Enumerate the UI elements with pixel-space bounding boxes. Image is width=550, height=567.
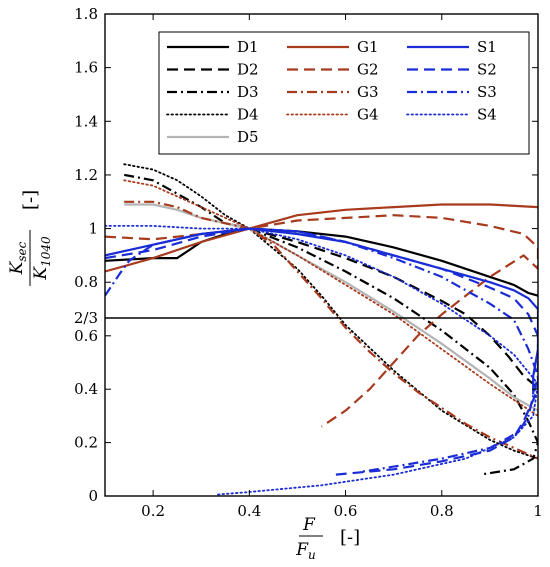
- legend-label-g2: G2: [357, 61, 379, 79]
- y-tick-label: 1.6: [74, 59, 98, 77]
- y-label-numerator-sub: sec: [15, 241, 29, 261]
- x-tick-label: 0.2: [141, 502, 165, 520]
- y-tick-label: 1.2: [74, 166, 98, 184]
- legend-label-d3: D3: [237, 83, 259, 101]
- series-line-s2: [105, 227, 538, 476]
- svg-text:K1040: K1040: [31, 236, 53, 281]
- y-axis-label: Ksec K1040 [-]: [7, 190, 53, 286]
- series-line-s4: [105, 225, 538, 496]
- y-tick-label: 0.6: [74, 327, 98, 345]
- x-label-denominator: F: [295, 540, 309, 560]
- svg-text:Fu: Fu: [295, 540, 316, 562]
- legend-label-g4: G4: [357, 106, 379, 124]
- y-label-numerator: K: [7, 260, 27, 275]
- legend-label-s2: S2: [477, 61, 497, 79]
- y-tick-label: 2/3: [74, 309, 98, 327]
- x-tick-label: 0.8: [430, 502, 454, 520]
- y-tick-label: 1: [88, 220, 98, 238]
- tick-layer: 0.2 0.4 0.6 0.8 100.20.40.62/30.811.21.41.61…: [74, 5, 543, 520]
- x-axis-label: F Fu [-]: [295, 515, 360, 562]
- x-tick-label: 0.4: [237, 502, 261, 520]
- series-line-g4: [123, 179, 538, 417]
- y-tick-label: 1.4: [74, 112, 98, 130]
- svg-text:Ksec: Ksec: [7, 241, 29, 275]
- legend-label-s1: S1: [477, 38, 497, 56]
- legend-label-g3: G3: [357, 83, 379, 101]
- series-layer: [105, 163, 538, 496]
- x-label-denominator-sub: u: [308, 548, 316, 562]
- y-tick-label: 1.8: [74, 5, 98, 23]
- series-line-g2: [105, 214, 538, 428]
- y-tick-label: 0.8: [74, 273, 98, 291]
- legend-label-d1: D1: [237, 38, 259, 56]
- legend: D1 D2 D3 D4 D5 G1 G2 G3 G4 S1 S2 S3 S4: [158, 31, 530, 155]
- legend-label-d4: D4: [237, 106, 259, 124]
- y-label-denominator: K: [31, 266, 51, 281]
- x-label-numerator: F: [302, 515, 316, 535]
- series-line-s3: [105, 227, 538, 474]
- x-label-unit: [-]: [340, 527, 360, 548]
- legend-label-d2: D2: [237, 61, 259, 79]
- legend-label-s3: S3: [477, 83, 497, 101]
- y-tick-label: 0.4: [74, 380, 98, 398]
- y-tick-label: 0.2: [74, 434, 98, 452]
- legend-label-d5: D5: [237, 128, 259, 146]
- plot-frame: [104, 13, 539, 497]
- series-line-d1: [105, 227, 538, 297]
- series-line-g3: [124, 200, 538, 460]
- series-line-d4: [123, 163, 538, 460]
- x-tick-label: 0.6: [334, 502, 358, 520]
- y-tick-label: 0: [88, 487, 98, 505]
- x-tick-label: 1: [533, 502, 543, 520]
- y-label-denominator-sub: 1040: [39, 236, 53, 267]
- series-line-g1: [105, 203, 538, 273]
- series-line-d5: [124, 203, 538, 412]
- series-line-d3: [123, 173, 538, 476]
- y-label-unit: [-]: [20, 190, 41, 210]
- legend-label-s4: S4: [477, 106, 497, 124]
- legend-label-g1: G1: [357, 38, 379, 56]
